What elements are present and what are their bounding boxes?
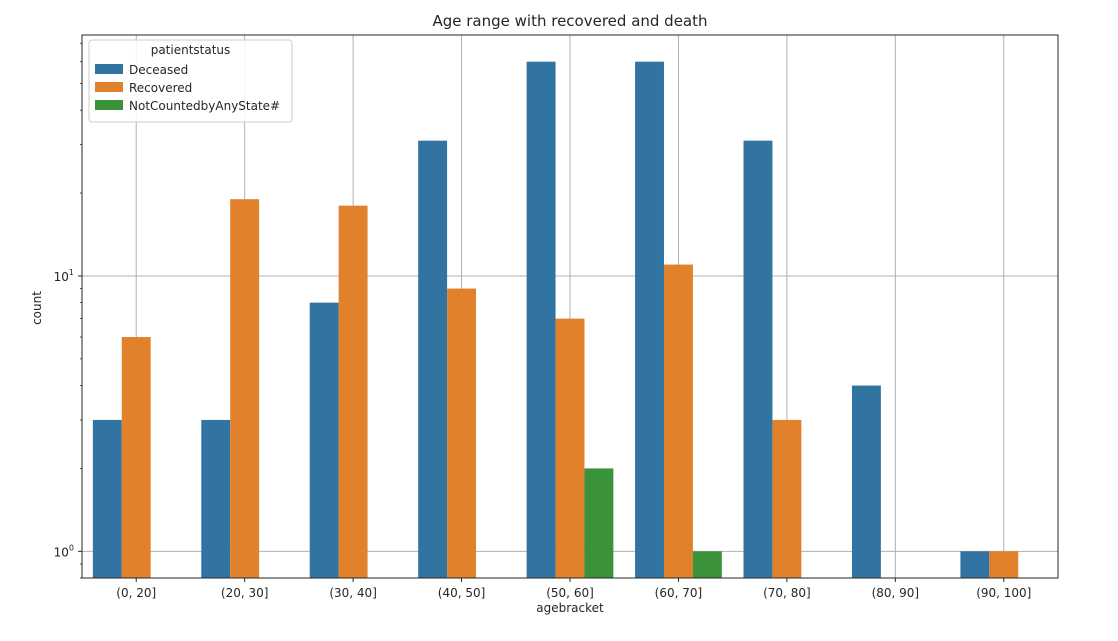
bar-notcountedbyanystate	[692, 551, 722, 578]
y-ticks: 100 101	[54, 42, 82, 579]
bar-recovered	[121, 337, 151, 578]
legend-box	[88, 39, 293, 123]
legend-label: Deceased	[129, 63, 188, 77]
bar-deceased	[635, 61, 664, 578]
bar-deceased	[743, 140, 773, 578]
x-tick-label: (0, 20]	[116, 586, 156, 600]
x-tick-label: (20, 30]	[221, 586, 269, 600]
bar-notcountedbyanystate	[584, 468, 614, 578]
y-axis-label: count	[30, 291, 44, 325]
x-tick-label: (90, 100]	[976, 586, 1031, 600]
bar-recovered	[447, 288, 477, 578]
legend-title: patientstatus	[151, 43, 231, 57]
bars	[92, 61, 1019, 578]
legend-label: Recovered	[129, 81, 192, 95]
x-axis-label: agebracket	[536, 601, 604, 615]
plot-frame	[81, 34, 1059, 579]
x-tick-label: (50, 60]	[546, 586, 594, 600]
bar-deceased	[960, 551, 990, 578]
bar-recovered	[338, 205, 368, 578]
x-tick-label: (80, 90]	[872, 586, 920, 600]
chart-title: Age range with recovered and death	[432, 12, 707, 30]
bar-deceased	[851, 385, 881, 578]
legend-label: NotCountedbyAnyState#	[129, 99, 280, 113]
bar-deceased	[526, 61, 556, 578]
bar-deceased	[92, 419, 122, 578]
x-tick-label: (40, 50]	[438, 586, 486, 600]
legend: patientstatus Deceased Recovered NotCounted…	[88, 39, 293, 123]
y-tick-label: 100	[54, 543, 74, 559]
legend-swatch	[95, 82, 123, 92]
legend-swatch	[95, 64, 123, 74]
bar-deceased	[201, 419, 231, 578]
x-tick-label: (70, 80]	[763, 586, 811, 600]
bar-recovered	[989, 551, 1019, 578]
x-tick-label: (30, 40]	[329, 586, 377, 600]
bar-deceased	[418, 140, 448, 578]
x-ticks: (0, 20] (20, 30] (30, 40] (40, 50] (50, 60] (…	[116, 578, 1031, 600]
legend-swatch	[95, 100, 123, 110]
bar-recovered	[555, 318, 585, 578]
x-tick-label: (60, 70]	[655, 586, 703, 600]
bar-recovered	[230, 199, 260, 578]
bar-deceased	[309, 302, 339, 578]
bar-recovered	[772, 419, 802, 578]
bar-recovered	[663, 264, 693, 578]
y-tick-label: 101	[54, 268, 74, 284]
